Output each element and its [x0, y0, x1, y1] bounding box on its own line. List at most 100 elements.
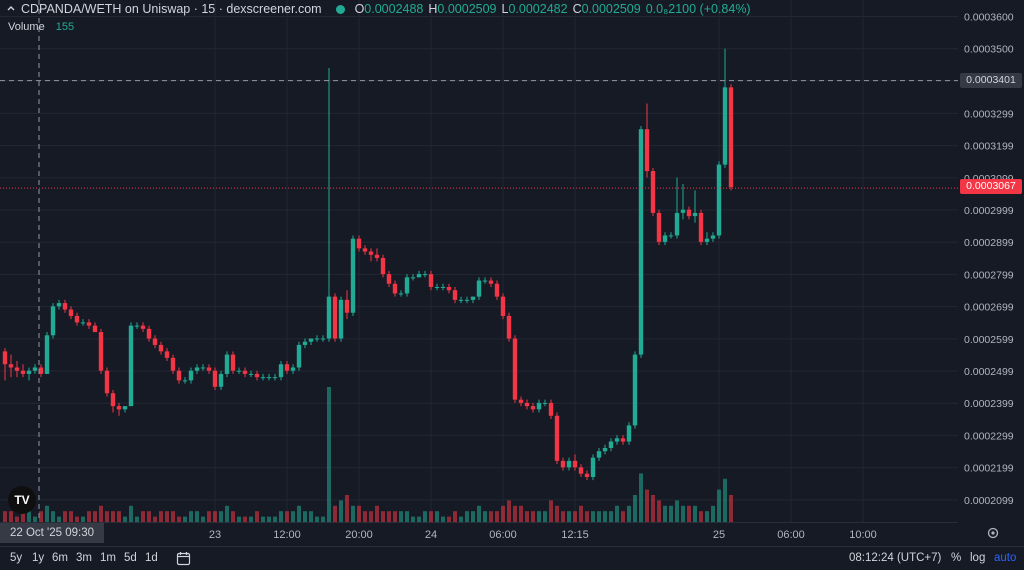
- candle-body: [614, 438, 620, 442]
- volume-bar: [591, 511, 595, 522]
- volume-bar: [645, 489, 649, 522]
- volume-bar: [489, 511, 493, 522]
- volume-bar: [423, 511, 427, 522]
- collapse-chevron-icon[interactable]: [6, 4, 16, 14]
- chart-area[interactable]: CDPANDA/WETH on Uniswap · 15 · dexscreen…: [0, 0, 958, 522]
- candle-body: [476, 280, 482, 297]
- volume-bar: [21, 511, 25, 522]
- candle-body: [536, 402, 542, 410]
- x-tick-label: 25: [713, 529, 725, 541]
- candle-body: [218, 373, 224, 387]
- range-5y[interactable]: 5y: [10, 552, 23, 564]
- range-3m[interactable]: 3m: [76, 552, 92, 564]
- volume-bar: [717, 489, 721, 522]
- candle-body: [230, 354, 236, 371]
- time-axis[interactable]: 23 12:00 20:00 24 06:00 12:15 25 06:00 10:00: [0, 522, 958, 545]
- volume-bar: [207, 511, 211, 522]
- volume-bar: [135, 516, 139, 522]
- candle-body: [602, 447, 608, 452]
- candle-body: [620, 438, 626, 442]
- volume-bar: [39, 511, 43, 522]
- volume-bar: [531, 511, 535, 522]
- candle-body: [434, 286, 440, 288]
- volume-bar: [351, 505, 355, 522]
- candle-body: [284, 364, 290, 371]
- candle-body: [554, 415, 560, 461]
- candle-body: [578, 467, 584, 474]
- volume-bar: [441, 516, 445, 522]
- log-toggle[interactable]: log: [970, 552, 986, 564]
- volume-bar: [225, 505, 229, 522]
- candle-body: [116, 406, 122, 410]
- candle-body: [290, 367, 296, 371]
- volume-bar: [9, 511, 13, 522]
- range-5d[interactable]: 5d: [124, 552, 137, 564]
- candle-body: [38, 367, 44, 374]
- y-tick-label: 0.0002499: [964, 366, 1014, 378]
- candle-body: [14, 367, 20, 371]
- tradingview-logo-icon[interactable]: TV: [8, 486, 36, 514]
- last-price-label: 0.0003067: [960, 179, 1022, 194]
- range-1y[interactable]: 1y: [32, 552, 45, 564]
- candle-body: [104, 370, 110, 394]
- clock[interactable]: 08:12:24 (UTC+7): [849, 552, 942, 564]
- candle-body: [26, 370, 32, 374]
- volume-bar: [555, 505, 559, 522]
- volume-bar: [543, 511, 547, 522]
- volume-bar: [141, 511, 145, 522]
- candle-body: [320, 338, 326, 340]
- volume-bar: [27, 511, 31, 522]
- volume-bar: [687, 505, 691, 522]
- volume-bar: [189, 511, 193, 522]
- y-tick-label: 0.0002899: [964, 237, 1014, 249]
- volume-bar: [339, 500, 343, 522]
- gear-icon[interactable]: [986, 526, 1000, 540]
- candle-body: [464, 299, 470, 301]
- candle-body: [170, 357, 176, 371]
- candle-body: [80, 322, 86, 324]
- candle-body: [176, 370, 182, 381]
- candle-body: [416, 274, 422, 278]
- candle-body: [344, 299, 350, 313]
- candle-body: [194, 367, 200, 371]
- volume-bar: [261, 516, 265, 522]
- volume-bar: [681, 505, 685, 522]
- volume-bar: [513, 505, 517, 522]
- candle-body: [728, 87, 734, 188]
- candle-body: [86, 322, 92, 326]
- y-tick-label: 0.0002699: [964, 302, 1014, 314]
- candle-body: [98, 332, 104, 371]
- candle-body: [260, 377, 266, 379]
- candle-body: [704, 238, 710, 242]
- percent-toggle[interactable]: %: [951, 552, 962, 564]
- candle-body: [128, 325, 134, 407]
- candle-body: [518, 399, 524, 403]
- symbol-title[interactable]: CDPANDA/WETH on Uniswap · 15 · dexscreen…: [21, 2, 322, 16]
- range-1d[interactable]: 1d: [145, 552, 158, 564]
- volume-bar: [585, 511, 589, 522]
- volume-bar: [297, 505, 301, 522]
- candlestick-chart[interactable]: [0, 0, 958, 522]
- calendar-goto-icon[interactable]: [176, 551, 191, 566]
- candle-body: [584, 473, 590, 477]
- volume-bar: [183, 516, 187, 522]
- range-1m[interactable]: 1m: [100, 552, 116, 564]
- volume-bar: [45, 505, 49, 522]
- volume-bar: [81, 516, 85, 522]
- candle-body: [362, 248, 368, 252]
- candle-body: [656, 212, 662, 242]
- auto-toggle[interactable]: auto: [994, 552, 1017, 564]
- volume-bar: [675, 500, 679, 522]
- volume-bar: [333, 505, 337, 522]
- candle-body: [356, 238, 362, 249]
- volume-bar: [525, 511, 529, 522]
- y-tick-label: 0.0002999: [964, 205, 1014, 217]
- candle-body: [662, 235, 668, 242]
- volume-bar: [195, 511, 199, 522]
- range-6m[interactable]: 6m: [52, 552, 68, 564]
- candle-body: [314, 338, 320, 340]
- candle-body: [2, 351, 8, 365]
- candle-body: [272, 377, 278, 379]
- candle-body: [242, 370, 248, 374]
- volume-bar: [573, 511, 577, 522]
